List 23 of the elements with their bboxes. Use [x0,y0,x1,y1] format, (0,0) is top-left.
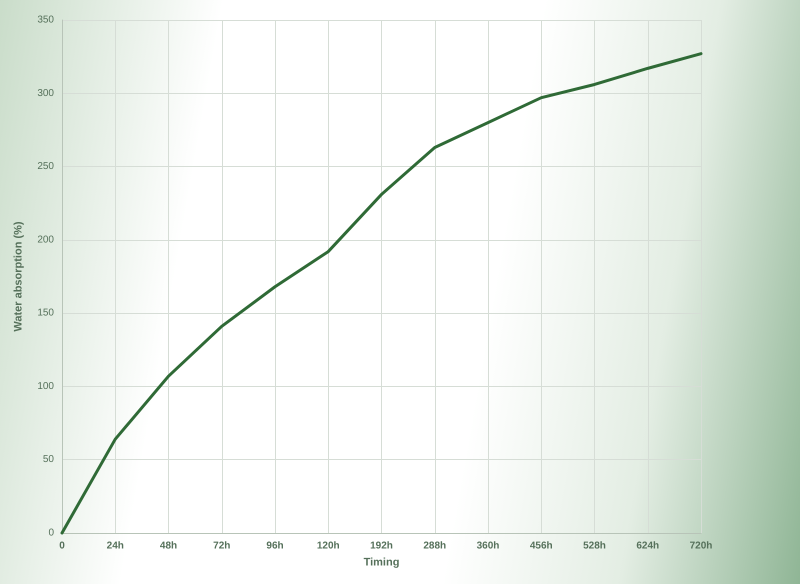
y-tick-label: 100 [37,380,54,392]
y-tick-label: 0 [48,528,54,538]
y-tick-label: 200 [37,234,54,246]
x-tick-label: 456h [530,540,553,552]
x-tick-label: 0 [59,540,66,552]
y-axis-title: Water absorption (%) [12,221,24,332]
x-tick-label: 624h [636,540,660,552]
y-tick-label: 150 [37,308,54,319]
y-tick-label: 300 [37,88,54,99]
x-tick-label: 720h [690,540,712,552]
x-tick-label: 192h [370,540,393,552]
y-tick-label: 250 [37,161,54,172]
x-tick-label: 96h [266,540,284,552]
x-tick-label: 360h [476,540,500,552]
y-tick-label: 50 [42,454,54,466]
x-tick-label: 528h [583,540,606,552]
x-axis-title: Timing [364,556,400,568]
x-tick-label: 48h [160,540,178,552]
x-tick-label: 24h [106,540,124,552]
x-tick-label: 120h [316,540,340,552]
x-tick-label: 72h [213,540,230,552]
x-tick-label: 288h [423,540,446,552]
y-tick-label: 350 [37,14,54,26]
